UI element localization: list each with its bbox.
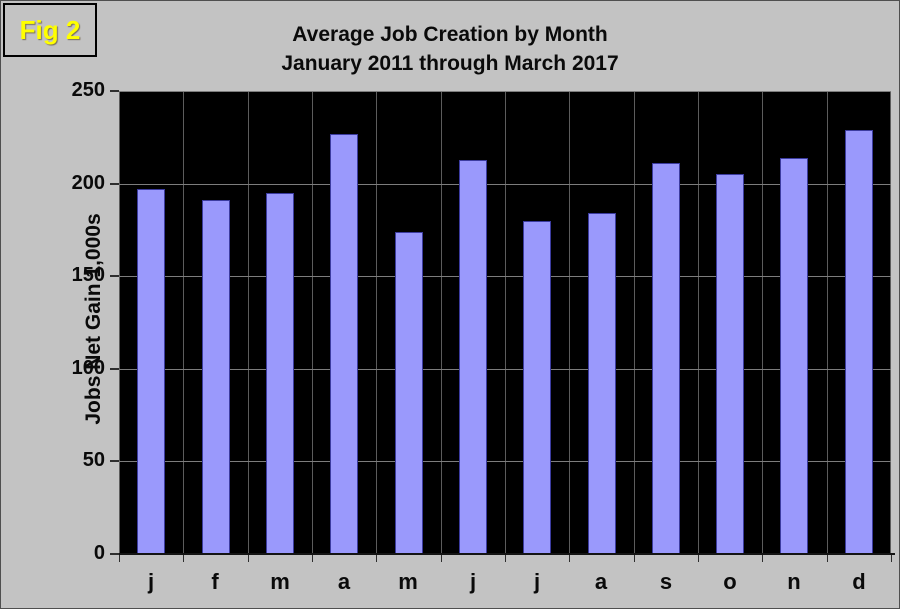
x-tick-label-1: j: [147, 569, 155, 594]
chart-title-block: Average Job Creation by Month January 20…: [1, 20, 899, 78]
x-axis-tick: [698, 555, 699, 562]
x-axis-tick: [312, 555, 313, 562]
bar-a-4: [330, 134, 358, 554]
x-axis-tick: [827, 555, 828, 562]
y-axis-title: Jobs Net Gain 1,000s: [82, 213, 105, 425]
x-axis-tick: [891, 555, 892, 562]
bar-m-3: [266, 193, 294, 554]
y-tick-label: 150: [71, 264, 105, 286]
plot-area: [119, 91, 891, 554]
horizontal-gridline: [119, 91, 891, 92]
bar-a-8: [588, 213, 616, 554]
x-tick-label-11: n: [787, 569, 801, 594]
x-tick-label-5: m: [398, 569, 418, 594]
figure-label-box: Fig 2: [3, 3, 97, 57]
x-axis-tick: [762, 555, 763, 562]
vertical-gridline: [183, 91, 184, 554]
bar-s-9: [652, 163, 680, 554]
bar-j-7: [523, 221, 551, 554]
y-axis-tick: [110, 553, 119, 555]
y-tick-label: 50: [82, 449, 105, 471]
bar-n-11: [780, 158, 808, 554]
y-axis-tick: [110, 183, 119, 185]
x-axis-tick: [634, 555, 635, 562]
y-axis-tick: [110, 90, 119, 92]
x-tick-label-6: j: [469, 569, 477, 594]
y-axis-tick: [110, 275, 119, 277]
bar-f-2: [202, 200, 230, 554]
x-tick-label-3: m: [270, 569, 290, 594]
x-axis-tick: [569, 555, 570, 562]
vertical-gridline: [441, 91, 442, 554]
bar-j-1: [137, 189, 165, 554]
x-axis-tick: [183, 555, 184, 562]
horizontal-gridline: [119, 461, 891, 462]
horizontal-gridline: [119, 276, 891, 277]
bar-j-6: [459, 160, 487, 554]
x-tick-label-9: s: [659, 569, 673, 594]
vertical-gridline: [698, 91, 699, 554]
vertical-gridline: [312, 91, 313, 554]
vertical-gridline: [827, 91, 828, 554]
y-axis-tick: [110, 368, 119, 370]
x-axis-tick: [505, 555, 506, 562]
y-tick-label: 0: [93, 542, 105, 564]
vertical-gridline: [248, 91, 249, 554]
horizontal-gridline: [119, 184, 891, 185]
vertical-gridline: [634, 91, 635, 554]
horizontal-gridline: [119, 369, 891, 370]
vertical-gridline: [119, 91, 120, 554]
x-tick-label-8: a: [594, 569, 608, 594]
vertical-gridline: [505, 91, 506, 554]
y-tick-label: 250: [71, 79, 105, 101]
y-tick-label: 200: [71, 172, 105, 194]
y-axis-tick: [110, 460, 119, 462]
vertical-gridline: [569, 91, 570, 554]
x-tick-label-12: d: [852, 569, 866, 594]
x-axis-line: [113, 553, 895, 555]
chart-subtitle: January 2011 through March 2017: [281, 52, 619, 75]
y-tick-label: 100: [71, 357, 105, 379]
bar-d-12: [845, 130, 873, 554]
figure-label: Fig 2: [19, 14, 81, 45]
x-tick-label-2: f: [211, 569, 219, 594]
bar-m-5: [395, 232, 423, 554]
vertical-gridline: [762, 91, 763, 554]
bar-o-10: [716, 174, 744, 554]
x-axis-tick: [376, 555, 377, 562]
x-tick-label-7: j: [533, 569, 541, 594]
x-tick-label-10: o: [723, 569, 737, 594]
x-tick-label-4: a: [337, 569, 351, 594]
x-axis-tick: [248, 555, 249, 562]
x-axis-tick: [441, 555, 442, 562]
chart-title: Average Job Creation by Month: [292, 23, 608, 46]
vertical-gridline: [376, 91, 377, 554]
vertical-gridline: [890, 91, 891, 554]
x-axis-tick: [119, 555, 120, 562]
